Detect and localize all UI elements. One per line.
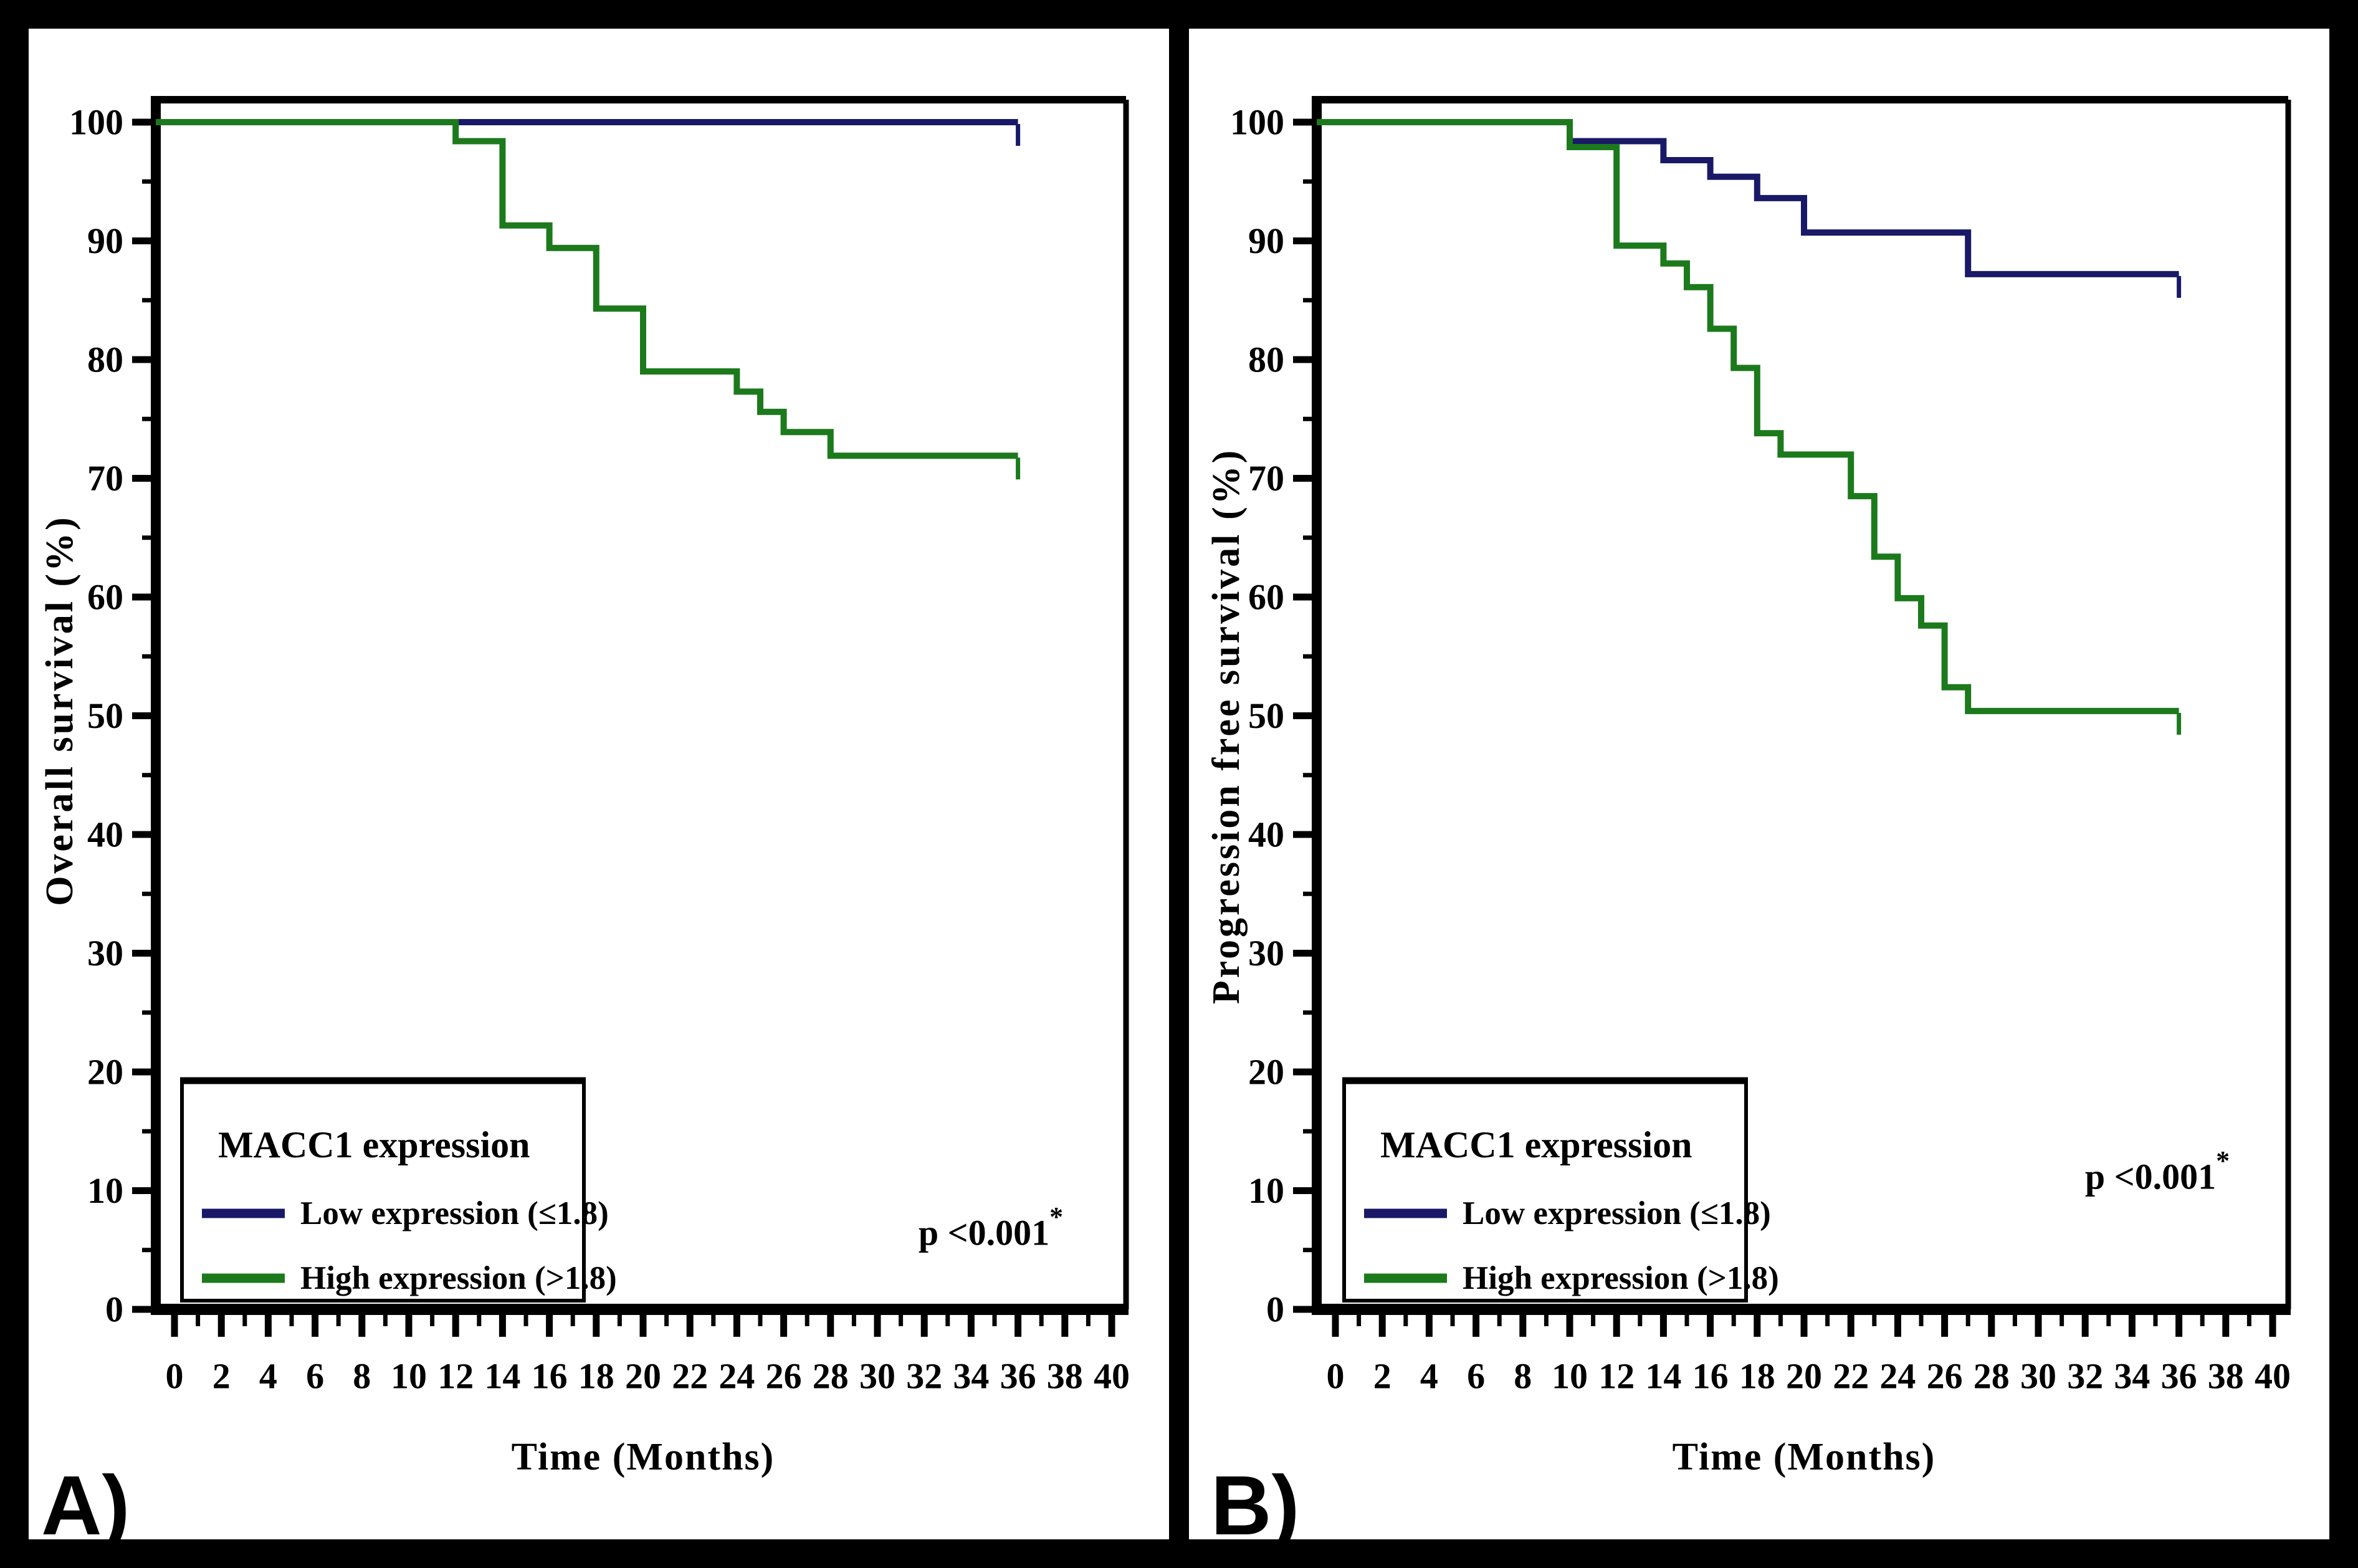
panel-a-x-axis-title: Time (Months) <box>512 1436 775 1478</box>
panel-b-y-tick-label: 70 <box>1248 458 1284 499</box>
panel-b-x-tick-label: 12 <box>1598 1356 1635 1397</box>
panel-b-x-tick-label: 38 <box>2208 1356 2244 1397</box>
panel-a-x-tick-label: 16 <box>532 1356 568 1397</box>
panel-a-x-tick-label: 12 <box>437 1356 474 1397</box>
panel-a-x-tick-label: 14 <box>484 1356 520 1397</box>
panel-a-km-curve-high-expression <box>156 119 1018 459</box>
panel-b-x-tick-label: 18 <box>1739 1356 1775 1397</box>
panel-b-y-axis-title: Progression free survival (%) <box>1205 448 1248 1005</box>
panel-b-x-axis-title: Time (Months) <box>1673 1436 1936 1478</box>
panel-a-x-tick-label: 0 <box>166 1356 184 1397</box>
panel-b-x-tick-label: 34 <box>2114 1356 2150 1397</box>
panel-a-y-axis-title: Overall survival (%) <box>39 515 81 906</box>
panel-b-legend-label-high: High expression (>1.8) <box>1463 1260 1779 1296</box>
panel-b-x-tick-label: 30 <box>2020 1356 2056 1397</box>
panel-b-km-curve-high-expression <box>1317 119 2179 714</box>
panel-a-x-tick-label: 40 <box>1094 1356 1130 1397</box>
panel-a-y-tick-label: 0 <box>105 1289 123 1330</box>
panel-b-y-tick-label: 0 <box>1266 1289 1284 1330</box>
panel-a-x-tick-label: 26 <box>766 1356 802 1397</box>
panel-a-x-tick-label: 22 <box>672 1356 708 1397</box>
panel-a-y-tick-label: 40 <box>87 815 123 855</box>
panel-a-x-tick-label: 18 <box>578 1356 614 1397</box>
panel-a-x-tick-label: 30 <box>859 1356 895 1397</box>
panel-a-legend-label-low: Low expression (≤1.8) <box>300 1195 609 1231</box>
panel-b-y-tick-label: 50 <box>1248 696 1284 736</box>
panel-b-x-tick-label: 2 <box>1373 1356 1391 1397</box>
panel-a-y-tick-label: 30 <box>87 933 123 973</box>
panel-a-x-tick-label: 20 <box>625 1356 661 1397</box>
panel-a-x-tick-label: 2 <box>212 1356 231 1397</box>
panel-b-y-tick-label: 30 <box>1248 933 1284 973</box>
panel-b-x-tick-label: 36 <box>2161 1356 2197 1397</box>
panel-b-x-tick-label: 24 <box>1879 1356 1916 1397</box>
panel-b-x-tick-label: 4 <box>1420 1356 1438 1397</box>
panel-b-legend-label-low: Low expression (≤1.8) <box>1463 1195 1771 1231</box>
panel-b-x-tick-label: 6 <box>1467 1356 1485 1397</box>
panel-b-y-tick-label: 60 <box>1248 577 1284 618</box>
panel-a-x-tick-label: 28 <box>813 1356 849 1397</box>
panel-b-legend-box <box>1342 1079 1748 1303</box>
panel-a-x-tick-label: 4 <box>259 1356 277 1397</box>
panel-a-y-tick-label: 70 <box>87 458 123 499</box>
panel-a-letter-label: A) <box>41 1458 130 1552</box>
panel-b-y-tick-label: 100 <box>1230 102 1284 143</box>
panel-b-y-tick-label: 10 <box>1248 1170 1284 1211</box>
panel-divider <box>1169 29 1189 1539</box>
panel-a-y-tick-label: 20 <box>87 1052 123 1092</box>
panel-b-x-tick-label: 28 <box>1974 1356 2010 1397</box>
panel-a-legend-title: MACC1 expression <box>218 1124 530 1165</box>
panel-b-y-tick-label: 80 <box>1248 340 1284 380</box>
panel-a-x-tick-label: 34 <box>953 1356 989 1397</box>
panel-b-y-tick-label: 90 <box>1248 221 1284 261</box>
panel-b-x-tick-label: 40 <box>2255 1356 2291 1397</box>
panel-b-x-tick-label: 0 <box>1327 1356 1345 1397</box>
panel-b-letter-label: B) <box>1211 1458 1299 1552</box>
panel-a-y-tick-label: 100 <box>69 102 123 143</box>
panel-b-km-curve-low-expression <box>1317 119 2179 277</box>
panel-b-x-tick-label: 16 <box>1692 1356 1729 1397</box>
panel-b-x-tick-label: 14 <box>1645 1356 1681 1397</box>
panel-b-x-tick-label: 32 <box>2067 1356 2103 1397</box>
panel-a-y-tick-label: 50 <box>87 696 123 736</box>
panel-a-y-tick-label: 60 <box>87 577 123 618</box>
panel-a-x-tick-label: 6 <box>306 1356 324 1397</box>
panel-b-x-tick-label: 8 <box>1514 1356 1532 1397</box>
panel-a-y-tick-label: 90 <box>87 221 123 261</box>
panel-a-y-tick-label: 10 <box>87 1170 123 1211</box>
panel-a-x-tick-label: 24 <box>718 1356 755 1397</box>
panel-a-y-tick-label: 80 <box>87 340 123 380</box>
panel-a-x-tick-label: 8 <box>353 1356 371 1397</box>
panel-b-x-tick-label: 22 <box>1833 1356 1869 1397</box>
panel-b-x-tick-label: 26 <box>1927 1356 1963 1397</box>
panel-a-x-tick-label: 38 <box>1047 1356 1083 1397</box>
panel-a-x-tick-label: 10 <box>391 1356 427 1397</box>
panel-b-y-tick-label: 40 <box>1248 815 1284 855</box>
panel-a-x-tick-label: 32 <box>906 1356 942 1397</box>
panel-a-x-tick-label: 36 <box>1000 1356 1036 1397</box>
panel-b-legend-title: MACC1 expression <box>1380 1124 1692 1165</box>
panel-b-y-tick-label: 20 <box>1248 1052 1284 1092</box>
panel-a-legend-label-high: High expression (>1.8) <box>300 1260 617 1296</box>
panel-b-x-tick-label: 10 <box>1552 1356 1588 1397</box>
panel-b-x-tick-label: 20 <box>1786 1356 1822 1397</box>
